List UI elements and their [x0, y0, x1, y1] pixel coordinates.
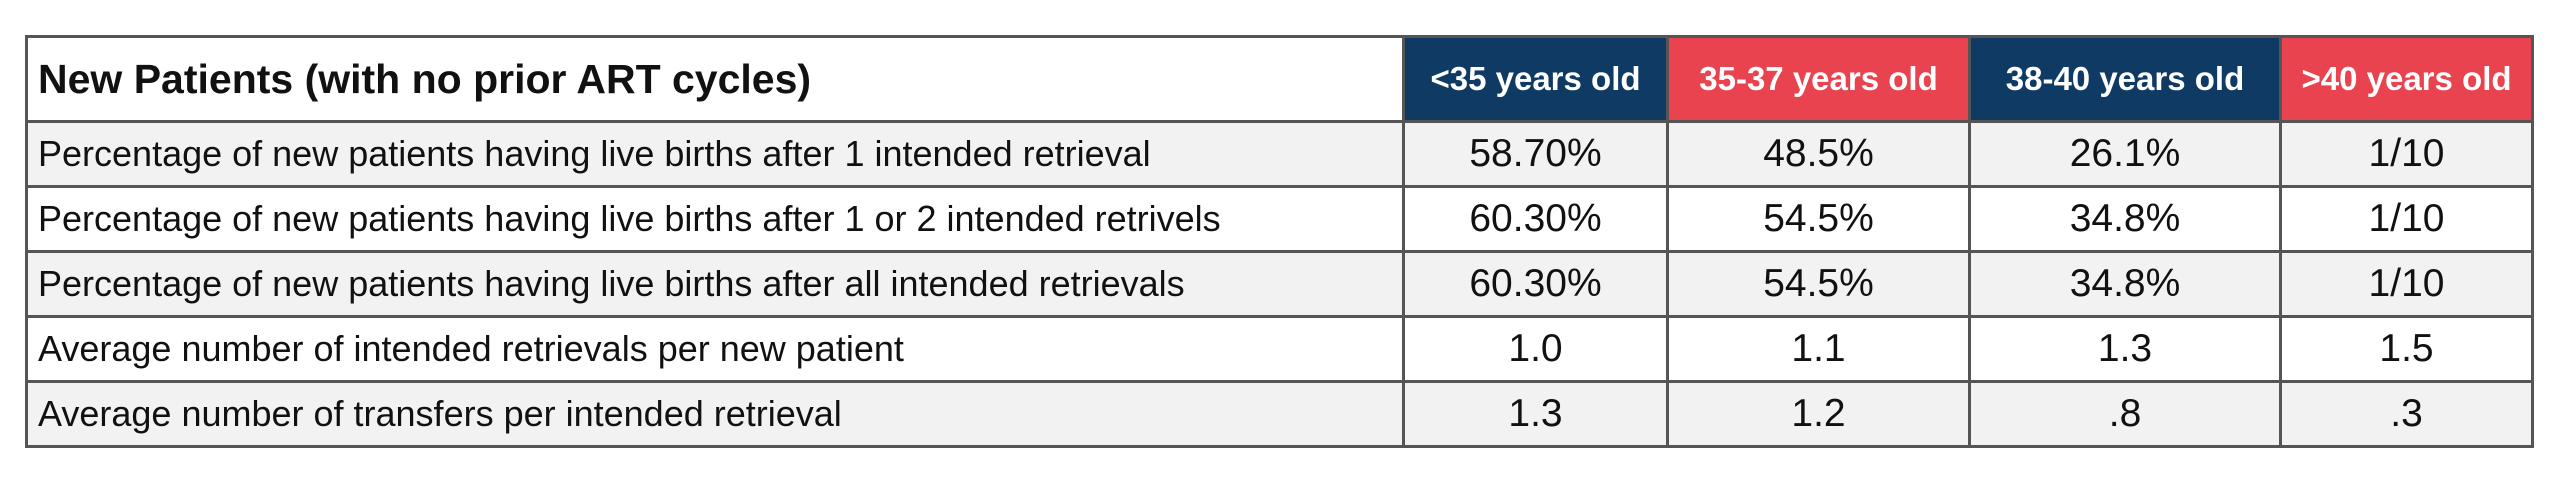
table-header-row: New Patients (with no prior ART cycles) …	[25, 35, 2534, 123]
column-header-38-40: 38-40 years old	[1968, 35, 2282, 123]
column-header-under-35: <35 years old	[1402, 35, 1669, 123]
row-label: Percentage of new patients having live b…	[25, 120, 1405, 188]
column-header-35-37: 35-37 years old	[1666, 35, 1971, 123]
cell-value: 60.30%	[1402, 250, 1669, 318]
cell-value: 1.1	[1666, 315, 1971, 383]
cell-value: 1/10	[2279, 250, 2534, 318]
cell-value: 48.5%	[1666, 120, 1971, 188]
table-title: New Patients (with no prior ART cycles)	[25, 35, 1405, 123]
cell-value: 54.5%	[1666, 250, 1971, 318]
cell-value: 34.8%	[1968, 250, 2282, 318]
cell-value: 1.3	[1402, 380, 1669, 448]
cell-value: 1/10	[2279, 185, 2534, 253]
row-label: Percentage of new patients having live b…	[25, 250, 1405, 318]
cell-value: 1.5	[2279, 315, 2534, 383]
cell-value: 58.70%	[1402, 120, 1669, 188]
row-label: Average number of transfers per intended…	[25, 380, 1405, 448]
cell-value: 54.5%	[1666, 185, 1971, 253]
row-label: Percentage of new patients having live b…	[25, 185, 1405, 253]
table-row: Average number of transfers per intended…	[25, 380, 2534, 448]
cell-value: 1.2	[1666, 380, 1971, 448]
row-label: Average number of intended retrievals pe…	[25, 315, 1405, 383]
cell-value: .3	[2279, 380, 2534, 448]
table-row: Percentage of new patients having live b…	[25, 185, 2534, 253]
table-row: Percentage of new patients having live b…	[25, 120, 2534, 188]
cell-value: 1.0	[1402, 315, 1669, 383]
cell-value: .8	[1968, 380, 2282, 448]
cell-value: 26.1%	[1968, 120, 2282, 188]
column-header-over-40: >40 years old	[2279, 35, 2534, 123]
outcomes-table: New Patients (with no prior ART cycles) …	[25, 35, 2534, 448]
cell-value: 34.8%	[1968, 185, 2282, 253]
table-row: Average number of intended retrievals pe…	[25, 315, 2534, 383]
cell-value: 60.30%	[1402, 185, 1669, 253]
table-row: Percentage of new patients having live b…	[25, 250, 2534, 318]
cell-value: 1/10	[2279, 120, 2534, 188]
cell-value: 1.3	[1968, 315, 2282, 383]
